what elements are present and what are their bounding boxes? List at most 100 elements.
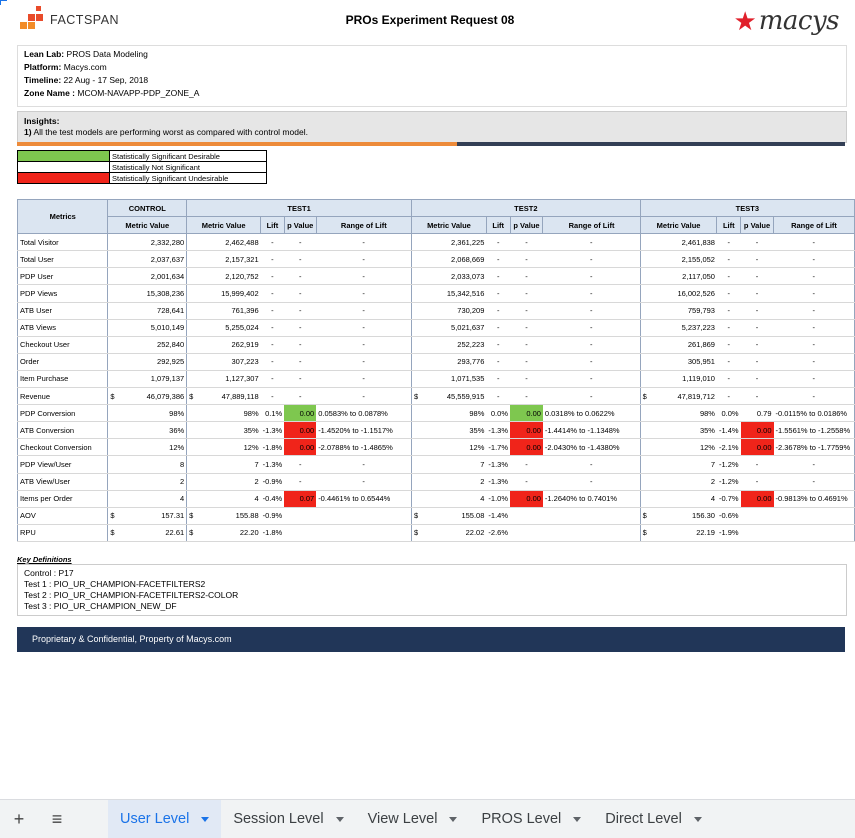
test3-lift[interactable]: - <box>716 336 741 354</box>
test3-metric-value[interactable]: 16,002,526 <box>640 284 717 303</box>
test1-lift[interactable]: - <box>260 370 285 389</box>
test2-lift[interactable]: -1.3% <box>486 473 510 491</box>
test3-lift[interactable]: -0.6% <box>716 507 741 525</box>
test2-metric-value[interactable]: 5,021,637 <box>411 319 487 337</box>
test3-range-of-lift[interactable]: - <box>773 336 855 354</box>
test2-lift[interactable]: -1.4% <box>486 507 510 525</box>
test3-p-value[interactable]: - <box>740 267 774 286</box>
test2-range-of-lift[interactable]: -2.0430% to -1.4380% <box>542 438 641 457</box>
test1-lift[interactable]: - <box>260 267 285 286</box>
test1-lift[interactable]: -1.8% <box>260 524 285 542</box>
test3-range-of-lift[interactable]: -0.0115% to 0.0186% <box>773 404 855 423</box>
test2-metric-value[interactable]: 730,209 <box>411 302 487 320</box>
metric-name[interactable]: Order <box>16 353 109 371</box>
metric-name[interactable]: Total Visitor <box>16 233 109 252</box>
test2-range-of-lift[interactable] <box>542 524 641 542</box>
test1-p-value[interactable]: - <box>284 336 317 354</box>
test1-metric-value[interactable]: 2,157,321 <box>186 250 261 269</box>
test1-metric-value[interactable]: $155.88 <box>186 507 261 525</box>
test2-lift[interactable]: - <box>486 319 510 337</box>
chevron-down-icon[interactable] <box>573 816 582 822</box>
test2-metric-value[interactable]: 252,223 <box>411 336 487 354</box>
test3-range-of-lift[interactable]: - <box>773 302 855 320</box>
test1-range-of-lift[interactable]: - <box>316 336 413 354</box>
test2-range-of-lift[interactable]: - <box>542 284 641 303</box>
test3-lift[interactable]: -1.4% <box>716 421 741 440</box>
test3-p-value[interactable]: - <box>740 336 774 354</box>
test1-metric-value[interactable]: 2,462,488 <box>186 233 261 252</box>
test1-lift[interactable]: - <box>260 353 285 371</box>
control-metric-value[interactable]: 98% <box>107 404 188 423</box>
test2-range-of-lift[interactable]: - <box>542 353 641 371</box>
test3-metric-value[interactable]: 98% <box>640 404 717 423</box>
test2-lift[interactable]: 0.0% <box>486 404 510 423</box>
test2-p-value[interactable]: - <box>510 353 543 371</box>
control-metric-value[interactable]: 1,079,137 <box>107 370 188 389</box>
control-metric-value[interactable]: 15,308,236 <box>107 284 188 303</box>
chevron-down-icon[interactable] <box>335 816 344 822</box>
test3-metric-value[interactable]: $47,819,712 <box>640 387 717 406</box>
test1-lift[interactable]: - <box>260 233 285 252</box>
test1-range-of-lift[interactable]: -0.4461% to 0.6544% <box>316 490 413 508</box>
test3-range-of-lift[interactable]: - <box>773 473 855 491</box>
metric-name[interactable]: PDP View/User <box>16 455 109 474</box>
test3-metric-value[interactable]: 7 <box>640 455 717 474</box>
test3-lift[interactable]: -2.1% <box>716 438 741 457</box>
add-sheet-icon[interactable]: + <box>13 808 25 829</box>
test3-range-of-lift[interactable] <box>773 524 855 542</box>
metric-name[interactable]: Checkout User <box>16 336 109 354</box>
metric-name[interactable]: RPU <box>16 524 109 542</box>
control-metric-value[interactable]: $22.61 <box>107 524 188 542</box>
test3-p-value[interactable]: - <box>740 370 774 389</box>
test2-metric-value[interactable]: $155.08 <box>411 507 487 525</box>
test1-range-of-lift[interactable]: - <box>316 353 413 371</box>
control-metric-value[interactable]: 728,641 <box>107 302 188 320</box>
test3-lift[interactable]: -0.7% <box>716 490 741 508</box>
test2-p-value[interactable]: 0.00 <box>510 421 543 440</box>
metric-name[interactable]: AOV <box>16 507 109 525</box>
test3-p-value[interactable] <box>740 524 774 542</box>
test1-metric-value[interactable]: 761,396 <box>186 302 261 320</box>
test2-range-of-lift[interactable]: 0.0318% to 0.0622% <box>542 404 641 423</box>
control-metric-value[interactable]: 4 <box>107 490 188 508</box>
test2-range-of-lift[interactable]: - <box>542 319 641 337</box>
test3-metric-value[interactable]: $22.19 <box>640 524 717 542</box>
test1-p-value[interactable]: - <box>284 302 317 320</box>
tab-session-level[interactable]: Session Level <box>221 800 355 838</box>
metric-name[interactable]: ATB User <box>16 302 109 320</box>
test2-lift[interactable]: - <box>486 284 510 303</box>
test3-range-of-lift[interactable]: -1.5561% to -1.2558% <box>773 421 855 440</box>
test2-lift[interactable]: - <box>486 387 510 406</box>
test2-p-value[interactable]: - <box>510 387 543 406</box>
test2-lift[interactable]: - <box>486 302 510 320</box>
test3-p-value[interactable] <box>740 507 774 525</box>
test3-p-value[interactable]: 0.00 <box>740 421 774 440</box>
test2-p-value[interactable] <box>510 524 543 542</box>
test2-p-value[interactable]: - <box>510 250 543 269</box>
sheet-canvas[interactable]: FACTSPAN PROs Experiment Request 08 ★ ma… <box>0 0 855 795</box>
test1-range-of-lift[interactable]: - <box>316 387 413 406</box>
test3-range-of-lift[interactable] <box>773 507 855 525</box>
test1-metric-value[interactable]: 98% <box>186 404 261 423</box>
test3-metric-value[interactable]: 2,461,838 <box>640 233 717 252</box>
test2-metric-value[interactable]: 98% <box>411 404 487 423</box>
test2-range-of-lift[interactable]: - <box>542 455 641 474</box>
test1-range-of-lift[interactable]: - <box>316 455 413 474</box>
test3-metric-value[interactable]: 12% <box>640 438 717 457</box>
test2-p-value[interactable]: 0.00 <box>510 490 543 508</box>
test2-range-of-lift[interactable]: - <box>542 387 641 406</box>
tab-pros-level[interactable]: PROS Level <box>469 800 593 838</box>
chevron-down-icon[interactable] <box>201 816 210 822</box>
metric-name[interactable]: Checkout Conversion <box>16 438 109 457</box>
test2-metric-value[interactable]: 7 <box>411 455 487 474</box>
test2-metric-value[interactable]: 15,342,516 <box>411 284 487 303</box>
test3-range-of-lift[interactable]: - <box>773 284 855 303</box>
test3-metric-value[interactable]: 2,117,050 <box>640 267 717 286</box>
test2-p-value[interactable]: - <box>510 284 543 303</box>
metric-name[interactable]: ATB Views <box>16 319 109 337</box>
test1-metric-value[interactable]: 35% <box>186 421 261 440</box>
test3-lift[interactable]: - <box>716 284 741 303</box>
test2-metric-value[interactable]: 1,071,535 <box>411 370 487 389</box>
test2-metric-value[interactable]: 293,776 <box>411 353 487 371</box>
test3-metric-value[interactable]: 4 <box>640 490 717 508</box>
